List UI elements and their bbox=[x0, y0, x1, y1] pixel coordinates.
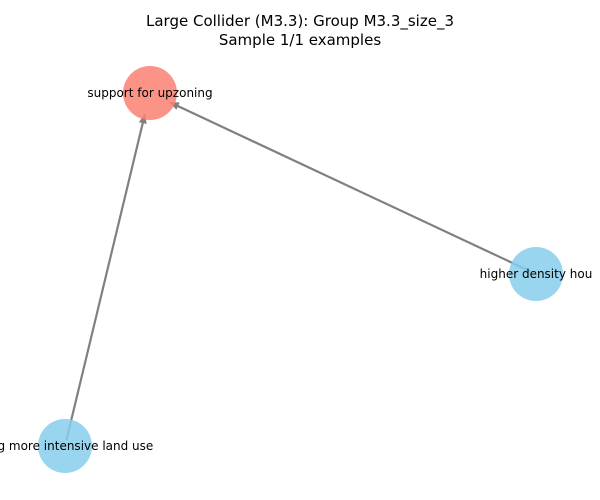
node-density: higher density hou bbox=[480, 247, 593, 301]
node-landuse: wing more intensive land use bbox=[0, 419, 153, 473]
figure-title-line-1: Large Collider (M3.3): Group M3.3_size_3 bbox=[146, 12, 454, 30]
nodes-layer: support for upzoning higher density hou wi… bbox=[0, 66, 592, 473]
figure-title: Large Collider (M3.3): Group M3.3_size_3… bbox=[0, 12, 600, 50]
figure-subtitle-line-2: Sample 1/1 examples bbox=[218, 31, 382, 49]
node-circle-density bbox=[509, 247, 563, 301]
node-circle-landuse bbox=[38, 419, 92, 473]
edge-landuse-to-upzoning bbox=[65, 113, 147, 441]
node-label-density: higher density hou bbox=[480, 267, 593, 281]
edge-density-to-upzoning bbox=[169, 101, 532, 273]
node-label-landuse: wing more intensive land use bbox=[0, 439, 153, 453]
node-upzoning: support for upzoning bbox=[87, 66, 213, 120]
node-label-upzoning: support for upzoning bbox=[87, 86, 212, 100]
edges-layer bbox=[65, 101, 532, 441]
node-circle-upzoning bbox=[123, 66, 177, 120]
